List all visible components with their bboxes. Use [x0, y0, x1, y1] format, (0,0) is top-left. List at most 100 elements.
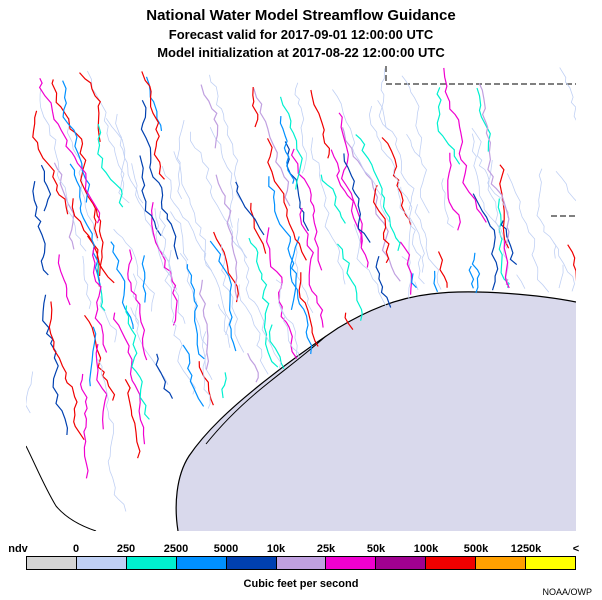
- river-segment: [209, 127, 234, 228]
- river-segment: [235, 181, 265, 236]
- river-segment: [279, 304, 299, 358]
- river-segment: [40, 164, 52, 212]
- gulf-of-mexico: [176, 291, 576, 531]
- river-segment: [279, 96, 303, 190]
- river-segment: [279, 116, 295, 184]
- river-segment: [141, 255, 147, 303]
- river-segment: [79, 373, 89, 479]
- legend-tick-label: 1250k: [510, 543, 542, 555]
- river-segment: [353, 224, 387, 308]
- river-segment: [377, 100, 415, 211]
- river-segment: [71, 198, 115, 284]
- river-segment: [131, 163, 178, 290]
- river-segment: [409, 224, 425, 285]
- river-segment: [213, 231, 239, 303]
- river-segment: [125, 305, 150, 420]
- river-segment: [503, 240, 510, 289]
- legend-tick-label: 2500: [163, 543, 189, 555]
- river-segment: [567, 244, 576, 282]
- river-segment: [299, 207, 324, 328]
- river-segment: [248, 237, 279, 368]
- river-segment: [189, 131, 248, 259]
- river-segment: [410, 273, 417, 289]
- river-segment: [198, 361, 214, 406]
- river-segment: [200, 84, 219, 149]
- river-segment: [150, 202, 178, 326]
- river-segment: [113, 228, 155, 312]
- river-segment: [289, 236, 313, 355]
- river-segment: [330, 149, 363, 247]
- coastline: [175, 291, 576, 531]
- legend-units: Cubic feet per second: [243, 578, 359, 590]
- river-segment: [209, 74, 243, 203]
- river-segment: [238, 284, 269, 375]
- river-segment: [310, 137, 346, 285]
- river-segment: [290, 148, 323, 271]
- river-segment: [186, 264, 205, 360]
- river-segment: [250, 202, 267, 254]
- legend-swatch: [126, 557, 177, 569]
- river-segment: [437, 251, 448, 288]
- legend-tick-label: 25k: [316, 543, 336, 555]
- river-segment: [368, 105, 412, 268]
- river-segment: [375, 256, 392, 308]
- river-segment: [170, 211, 189, 261]
- river-segment: [39, 89, 87, 252]
- river-segment: [221, 372, 227, 399]
- river-segment: [209, 240, 237, 352]
- river-segment: [69, 163, 101, 286]
- river-segment: [235, 218, 282, 370]
- river-segment: [443, 67, 487, 223]
- river-segment: [471, 252, 481, 294]
- river-segment: [141, 71, 165, 180]
- river-segment: [268, 176, 298, 311]
- river-segment: [344, 312, 354, 330]
- river-segment: [406, 133, 430, 214]
- river-segment: [555, 170, 576, 202]
- river-segment: [38, 78, 101, 224]
- river-segment: [441, 178, 454, 229]
- river-segment: [89, 326, 97, 387]
- legend-swatch: [326, 557, 377, 569]
- model-initialization-time: Model initialization at 2017-08-22 12:00…: [157, 45, 445, 60]
- river-segment: [310, 89, 331, 159]
- legend-tick-label: <: [572, 543, 580, 555]
- river-segment: [468, 265, 475, 289]
- river-segment: [266, 138, 307, 261]
- river-segment: [400, 186, 425, 273]
- river-segment: [332, 89, 391, 224]
- streamflow-map: [26, 66, 576, 531]
- river-segment: [105, 118, 144, 204]
- river-segment: [478, 83, 510, 244]
- river-segment: [516, 274, 526, 289]
- river-segment: [436, 87, 461, 165]
- legend-tick-label: 500k: [463, 543, 489, 555]
- river-segment: [320, 174, 346, 224]
- river-segment: [182, 344, 205, 407]
- river-segment: [155, 353, 174, 399]
- river-segment: [79, 72, 102, 143]
- river-segment: [294, 82, 307, 174]
- river-segment: [164, 250, 196, 395]
- legend-swatch: [226, 557, 277, 569]
- river-segment: [399, 241, 413, 295]
- river-segment: [51, 79, 99, 239]
- border-river: [26, 445, 97, 531]
- forecast-valid-time: Forecast valid for 2017-09-01 12:00:00 U…: [168, 27, 434, 42]
- legend-swatch: [27, 557, 77, 569]
- river-segment: [124, 379, 141, 459]
- river-segment: [198, 279, 210, 370]
- river-segment: [497, 198, 510, 288]
- river-segment: [66, 117, 99, 242]
- river-segment: [173, 151, 212, 271]
- river-segment: [161, 165, 231, 336]
- legend-color-bar: [26, 556, 576, 570]
- river-segment: [247, 353, 259, 383]
- river-segment: [298, 272, 319, 347]
- legend-tick-label: 5000: [213, 543, 239, 555]
- river-segment: [558, 264, 564, 289]
- river-segment: [99, 296, 117, 343]
- legend-swatch: [76, 557, 127, 569]
- credit-label: NOAA/OWP: [542, 587, 592, 597]
- river-segment: [112, 312, 146, 445]
